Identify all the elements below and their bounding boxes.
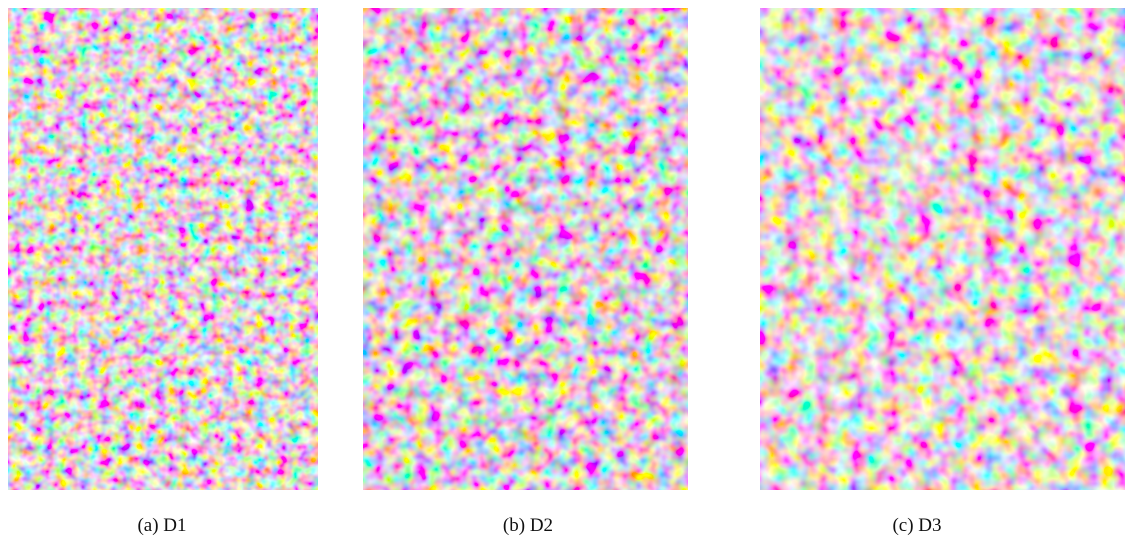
micrograph <box>8 8 318 490</box>
micrograph <box>363 8 688 490</box>
figure: (a) D1 (b) D2 (c) D3 <box>0 0 1132 547</box>
caption: (a) D1 <box>137 515 186 536</box>
caption: (b) D2 <box>503 515 553 536</box>
micrograph <box>760 8 1125 490</box>
caption: (c) D3 <box>892 515 941 536</box>
page: (a) D1 (b) D2 (c) D3 (() => { const data… <box>0 0 1132 547</box>
